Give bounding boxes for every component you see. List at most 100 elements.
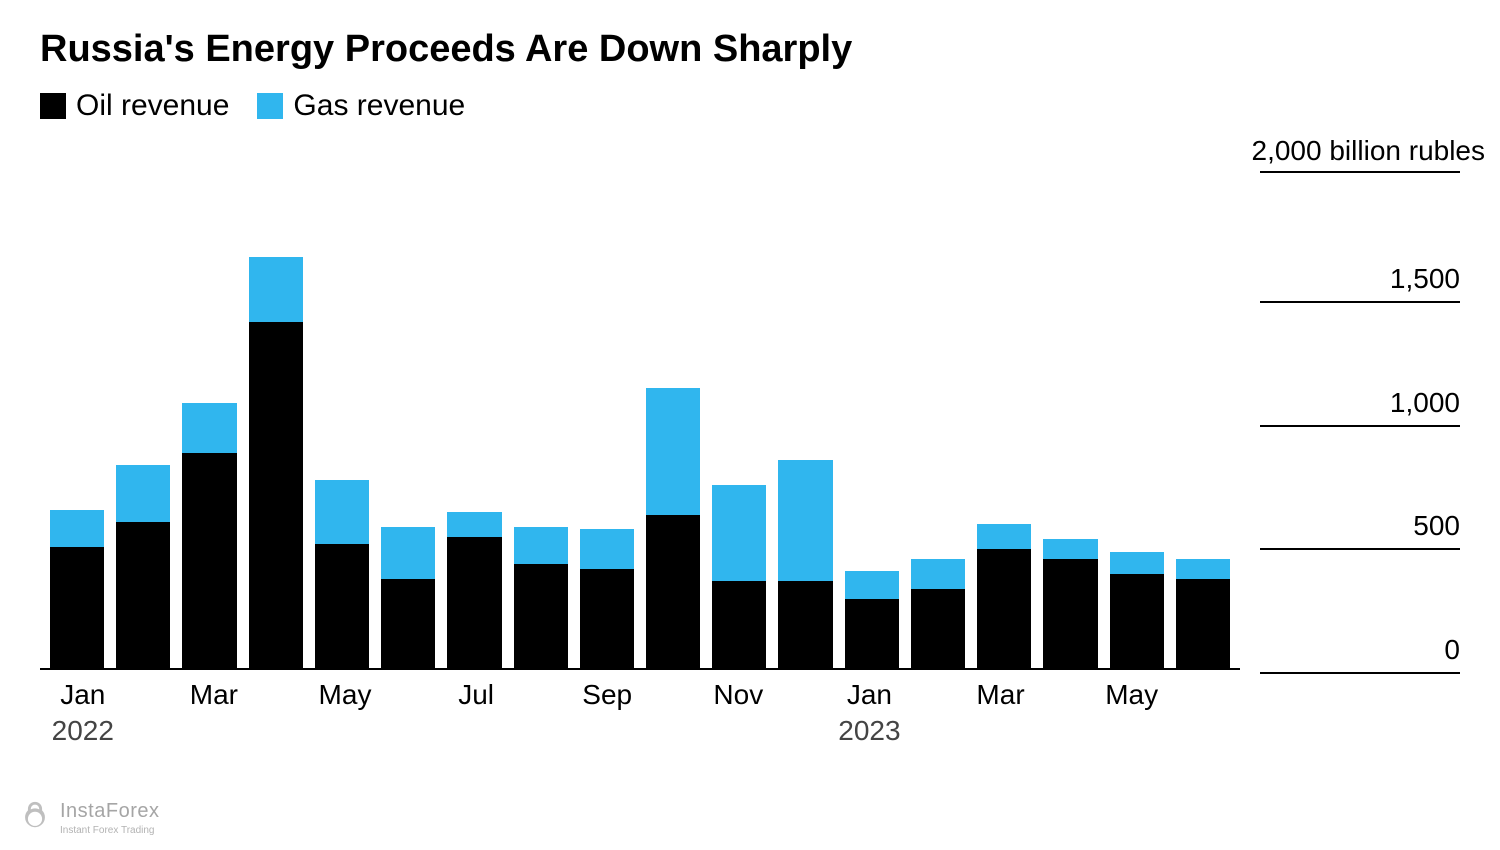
- bar-segment-oil: [182, 453, 236, 668]
- bar: [911, 175, 965, 668]
- bar-stack: [646, 388, 700, 668]
- bar-stack: [1110, 552, 1164, 668]
- y-axis: 2,000 billion rubles 1,5001,0005000: [1260, 135, 1460, 670]
- bar-segment-gas: [1110, 552, 1164, 574]
- bar-segment-gas: [116, 465, 170, 522]
- bar-segment-gas: [50, 510, 104, 547]
- legend-swatch-gas: [257, 93, 283, 119]
- legend-item-oil: Oil revenue: [40, 89, 229, 123]
- legend: Oil revenue Gas revenue: [40, 89, 1460, 123]
- bar-segment-oil: [447, 537, 501, 668]
- bar-stack: [911, 559, 965, 668]
- bar-segment-gas: [315, 480, 369, 544]
- bar: [447, 175, 501, 668]
- y-tick-label: 0: [1260, 634, 1460, 666]
- x-tick-label: Sep: [582, 679, 632, 711]
- bar: [1176, 175, 1230, 668]
- bar-stack: [315, 480, 369, 668]
- bar: [1110, 175, 1164, 668]
- x-tick-label: May: [1105, 679, 1158, 711]
- bar-segment-gas: [712, 485, 766, 582]
- bars-row: [50, 175, 1230, 668]
- bar: [315, 175, 369, 668]
- watermark-icon: [18, 799, 52, 838]
- y-tick-label: 500: [1260, 510, 1460, 542]
- x-axis: JanMarMayJulSepNovJanMarMay20222023: [50, 675, 1230, 725]
- bar-segment-gas: [977, 524, 1031, 549]
- bar-stack: [580, 529, 634, 668]
- bar: [580, 175, 634, 668]
- y-tick-label: 1,000: [1260, 387, 1460, 419]
- y-tick: 1,000: [1260, 387, 1460, 427]
- bar-segment-oil: [911, 589, 965, 668]
- bar-segment-gas: [1043, 539, 1097, 559]
- x-tick-label: Mar: [976, 679, 1024, 711]
- bar-segment-oil: [315, 544, 369, 668]
- bar-stack: [845, 571, 899, 668]
- bar-stack: [1043, 539, 1097, 668]
- bar-stack: [116, 465, 170, 668]
- bar-segment-oil: [1110, 574, 1164, 668]
- bar-stack: [712, 485, 766, 668]
- bar-stack: [977, 524, 1031, 668]
- bar: [778, 175, 832, 668]
- x-tick-label: Mar: [190, 679, 238, 711]
- bar-segment-gas: [381, 527, 435, 579]
- bar-segment-oil: [116, 522, 170, 668]
- x-tick-label: Jan: [60, 679, 105, 711]
- bar: [50, 175, 104, 668]
- bar-stack: [447, 512, 501, 668]
- bar-stack: [50, 510, 104, 668]
- plot-area: [40, 175, 1240, 670]
- y-axis-unit: 2,000 billion rubles: [1252, 135, 1486, 167]
- bar: [646, 175, 700, 668]
- bar-segment-gas: [778, 460, 832, 581]
- bar-stack: [778, 460, 832, 668]
- bar-segment-gas: [580, 529, 634, 569]
- bar: [182, 175, 236, 668]
- x-tick-label: Jan: [847, 679, 892, 711]
- bar: [381, 175, 435, 668]
- bar-segment-gas: [249, 257, 303, 321]
- chart: 2,000 billion rubles 1,5001,0005000 JanM…: [40, 135, 1460, 725]
- bar: [977, 175, 1031, 668]
- y-tick: 500: [1260, 510, 1460, 550]
- bar-segment-gas: [447, 512, 501, 537]
- bar-segment-oil: [845, 599, 899, 668]
- bar-segment-oil: [977, 549, 1031, 668]
- legend-label-oil: Oil revenue: [76, 89, 229, 123]
- bar: [712, 175, 766, 668]
- bar-segment-oil: [1043, 559, 1097, 668]
- bar-segment-oil: [778, 581, 832, 668]
- bar-segment-oil: [514, 564, 568, 668]
- bar-segment-oil: [50, 547, 104, 668]
- bar-stack: [249, 257, 303, 668]
- bar: [116, 175, 170, 668]
- chart-title: Russia's Energy Proceeds Are Down Sharpl…: [40, 28, 1460, 71]
- x-year-label: 2023: [838, 715, 900, 747]
- x-tick-label: Nov: [713, 679, 763, 711]
- watermark: InstaForex Instant Forex Trading: [18, 799, 159, 838]
- y-tick: [1260, 171, 1460, 173]
- bar-segment-oil: [1176, 579, 1230, 668]
- x-tick-label: Jul: [458, 679, 494, 711]
- bar-segment-gas: [911, 559, 965, 589]
- bar: [1043, 175, 1097, 668]
- y-tick: 0: [1260, 634, 1460, 674]
- bar-segment-oil: [249, 322, 303, 669]
- watermark-tagline: Instant Forex Trading: [60, 825, 155, 836]
- y-tick-label: 1,500: [1260, 263, 1460, 295]
- legend-item-gas: Gas revenue: [257, 89, 465, 123]
- bar-stack: [182, 403, 236, 668]
- bar: [845, 175, 899, 668]
- bar-segment-oil: [580, 569, 634, 668]
- x-year-label: 2022: [52, 715, 114, 747]
- x-tick-label: May: [319, 679, 372, 711]
- legend-swatch-oil: [40, 93, 66, 119]
- bar-segment-gas: [646, 388, 700, 514]
- bar-segment-gas: [1176, 559, 1230, 579]
- bar-segment-gas: [845, 571, 899, 598]
- watermark-brand: InstaForex: [60, 800, 159, 822]
- bar-stack: [381, 527, 435, 668]
- bar-segment-oil: [646, 515, 700, 668]
